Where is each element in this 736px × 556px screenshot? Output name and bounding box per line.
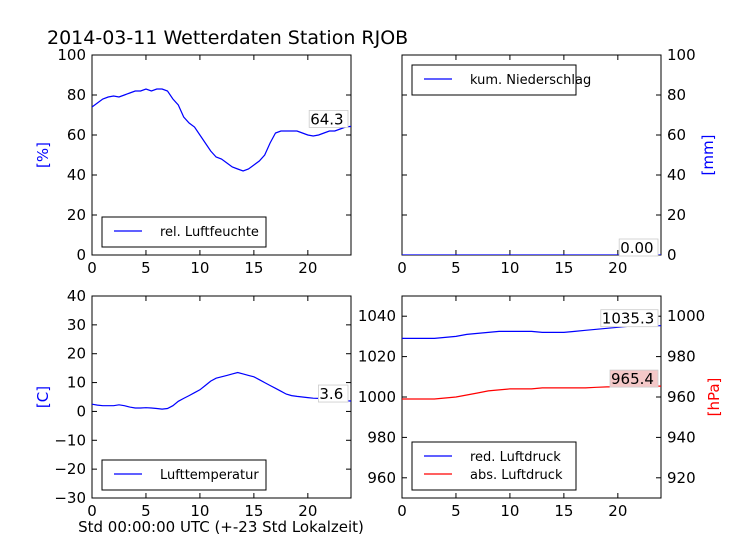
x-tick-label: 5 [141, 502, 151, 520]
y-axis-label: [%] [34, 142, 52, 168]
y-tick-label: 1040 [358, 307, 396, 325]
y-axis-label-right: [hPa] [705, 378, 723, 417]
y-tick-label: 20 [67, 345, 86, 363]
x-tick-label: 10 [500, 502, 519, 520]
legend-label: abs. Luftdruck [470, 468, 563, 483]
y-tick-label: 980 [367, 428, 396, 446]
legend-box [411, 441, 577, 491]
x-tick-label: 0 [397, 502, 407, 520]
y-tick-label: 30 [67, 316, 86, 334]
y-tick-label-right: 980 [667, 348, 696, 366]
y-tick-label: 60 [67, 126, 86, 144]
y-tick-label: 1000 [358, 388, 396, 406]
series-line [402, 325, 661, 339]
panel-top-right: 0 5 10 15 20 0 20 40 60 80 100 [mm] 0.00 kum. Nieders… [397, 46, 717, 277]
y-tick-label: 40 [67, 166, 86, 184]
y-tick-label: 20 [67, 206, 86, 224]
y-tick-label-right: 1000 [667, 307, 705, 325]
legend-label: kum. Niederschlag [470, 73, 591, 88]
y-tick-label: 60 [667, 126, 686, 144]
y-tick-label: −30 [54, 489, 86, 507]
x-tick-label: 15 [554, 502, 573, 520]
y-tick-label: 80 [667, 86, 686, 104]
y-tick-label-right: 940 [667, 428, 696, 446]
x-tick-label: 20 [298, 502, 317, 520]
x-tick-label: 5 [451, 259, 461, 277]
last-value-label: 1035.3 [602, 310, 655, 328]
y-tick-label: 0 [667, 246, 677, 264]
legend-box [101, 459, 267, 491]
legend-label: red. Luftdruck [470, 450, 561, 465]
legend-box [411, 64, 577, 96]
last-value-box [308, 110, 349, 128]
legend-label: rel. Luftfeuchte [160, 225, 259, 240]
x-tick-label: 15 [554, 259, 573, 277]
y-tick-label: 100 [57, 46, 86, 64]
x-axis-label: Std 00:00:00 UTC (+-23 Std Lokalzeit) [78, 518, 364, 536]
legend-box [101, 216, 267, 248]
x-tick-label: 15 [244, 259, 263, 277]
y-axis-label: [C] [34, 386, 52, 408]
series-line [92, 88, 351, 172]
y-tick-label: 0 [76, 402, 86, 420]
y-tick-label: 10 [67, 374, 86, 392]
y-tick-label: −20 [54, 460, 86, 478]
last-value-label: 965.4 [611, 370, 654, 388]
y-tick-label: 960 [367, 469, 396, 487]
x-tick-label: 10 [500, 259, 519, 277]
last-value-box [600, 309, 659, 328]
y-tick-label: 20 [667, 206, 686, 224]
series-line [92, 371, 351, 410]
panel-top-left: 0 5 10 15 20 0 20 40 60 80 100 [%] 64.3 rel. Luftfeuc… [34, 46, 352, 277]
panel-bottom-right: 0 5 10 15 20 960 980 1000 1020 1040 920 940 960 980 10… [358, 295, 723, 520]
x-tick-label: 20 [298, 259, 317, 277]
last-value-label: 64.3 [310, 110, 343, 128]
y-tick-label: 1020 [358, 348, 396, 366]
panel-bottom-left: 0 5 10 15 20 −30 −20 −10 0 10 20 30 40 [C] 3.6 Lufttemp… [34, 287, 352, 520]
last-value-label: 0.00 [620, 239, 653, 257]
x-tick-label: 0 [87, 502, 97, 520]
x-tick-label: 20 [608, 502, 627, 520]
x-tick-label: 5 [451, 502, 461, 520]
figure-title: 2014-03-11 Wetterdaten Station RJOB [47, 27, 408, 49]
x-tick-label: 5 [141, 259, 151, 277]
y-axis-label: [mm] [699, 135, 717, 176]
y-tick-label: 0 [76, 246, 86, 264]
x-tick-label: 10 [190, 502, 209, 520]
y-tick-label: 100 [667, 46, 696, 64]
last-value-box [609, 369, 659, 388]
y-tick-label: 40 [67, 287, 86, 305]
x-tick-label: 20 [608, 259, 627, 277]
y-tick-label: −10 [54, 431, 86, 449]
y-tick-label: 40 [667, 166, 686, 184]
y-tick-label: 80 [67, 86, 86, 104]
y-tick-label-right: 960 [667, 388, 696, 406]
x-tick-label: 0 [397, 259, 407, 277]
x-tick-label: 15 [244, 502, 263, 520]
last-value-box [317, 384, 349, 403]
last-value-label: 3.6 [319, 385, 343, 403]
x-tick-label: 0 [87, 259, 97, 277]
last-value-box [618, 238, 659, 257]
legend-label: Lufttemperatur [160, 468, 259, 483]
y-tick-label-right: 920 [667, 469, 696, 487]
x-tick-label: 10 [190, 259, 209, 277]
